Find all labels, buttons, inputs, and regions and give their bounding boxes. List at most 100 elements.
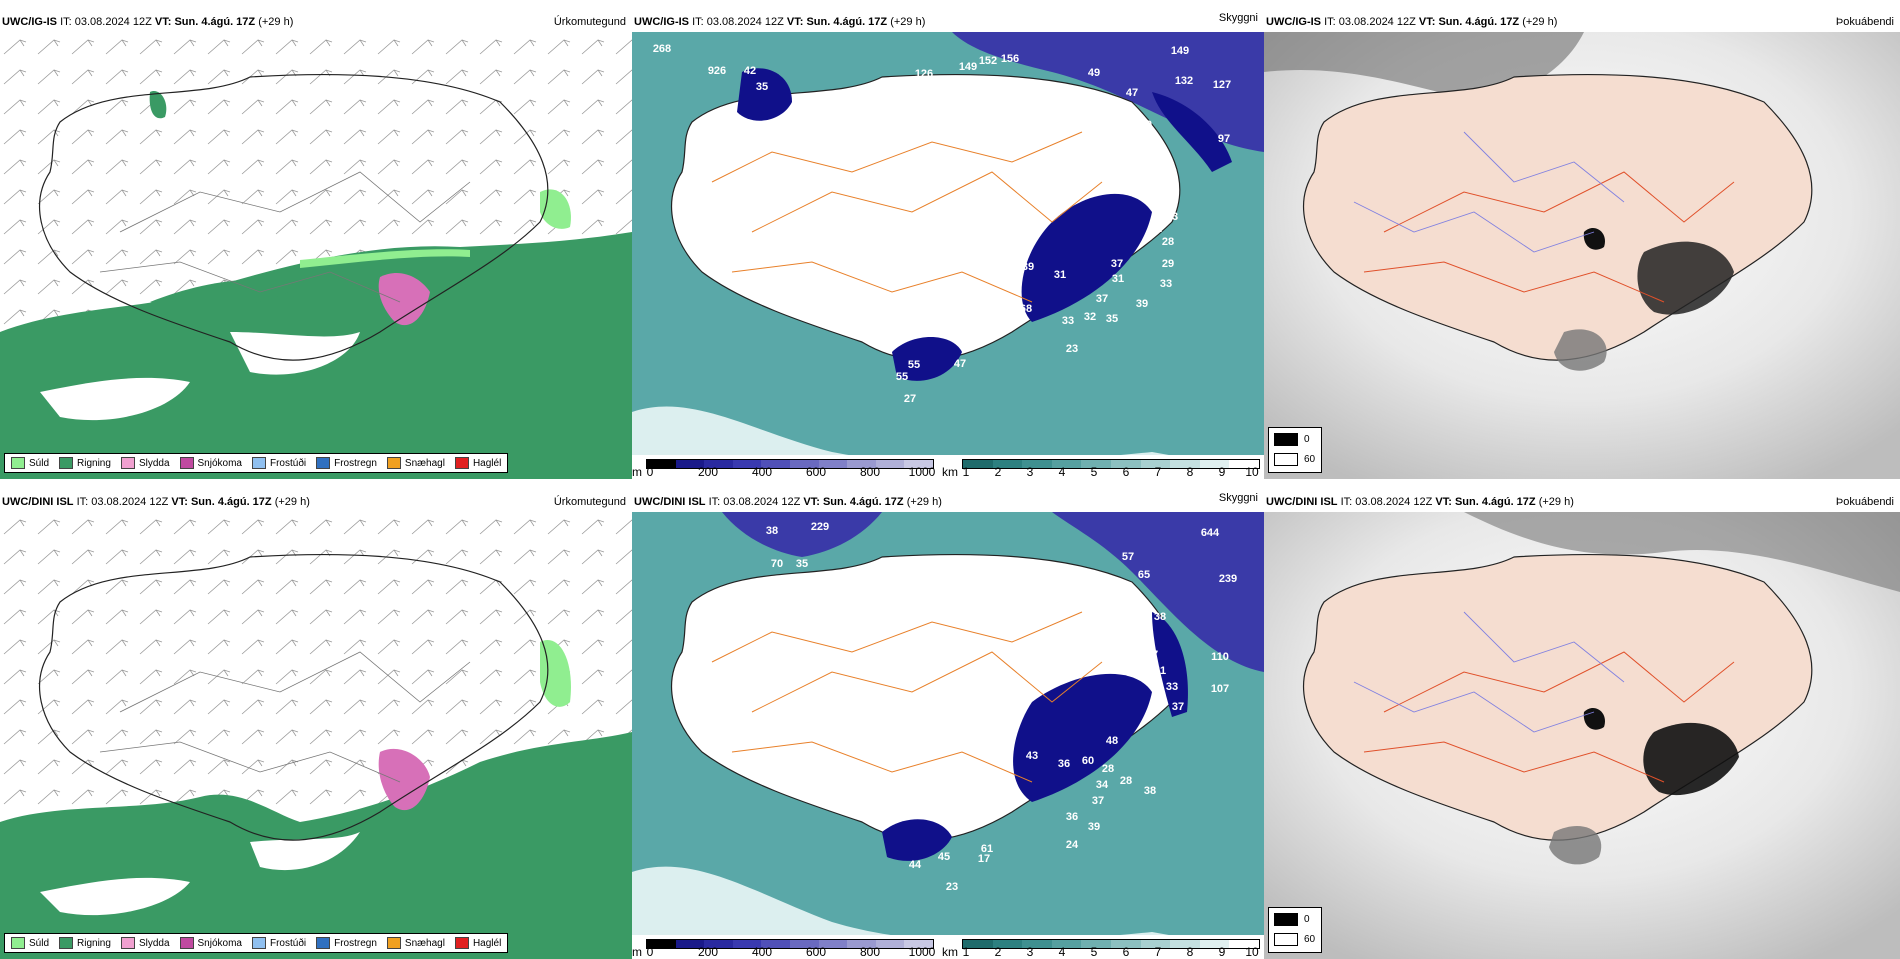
cloudbase-tick: 1000 xyxy=(908,945,936,959)
panel-title: Skyggni xyxy=(1218,492,1258,504)
visibility-value-label: 47 xyxy=(954,358,966,370)
legend-item-snaehagl: Snæhagl xyxy=(386,457,445,469)
visibility-value-label: 110 xyxy=(1211,651,1229,663)
colorbar-segment xyxy=(675,460,705,468)
legend-label: Snæhagl xyxy=(404,937,445,949)
cloudbase-tick: 600 xyxy=(805,465,827,479)
model-name: UWC/IG-IS xyxy=(634,16,689,28)
colorbar-segment xyxy=(1170,460,1200,468)
visibility-value-label: 48 xyxy=(1122,585,1134,597)
colorbar-segment xyxy=(732,940,762,948)
colorbar-segment xyxy=(992,940,1023,948)
colorbar-segment xyxy=(647,460,676,468)
cloudbase-tick: 0 xyxy=(646,465,654,479)
visibility-value-label: 57 xyxy=(1122,551,1134,563)
legend-item-slydda: Slydda xyxy=(120,937,170,949)
it-prefix: IT: xyxy=(1324,16,1336,28)
cloudbase-tick: 800 xyxy=(859,465,881,479)
visibility-value-label: 38 xyxy=(1154,611,1166,623)
colorbar-segment xyxy=(963,940,993,948)
legend-label: Súld xyxy=(29,457,50,469)
visibility-value-label: 23 xyxy=(1066,343,1078,355)
model-name: UWC/DINI ISL xyxy=(634,496,706,508)
it-prefix: IT: xyxy=(76,496,89,508)
vt-prefix: VT: xyxy=(154,16,172,28)
visibility-value-label: 39 xyxy=(1022,261,1034,273)
visibility-tick: 3 xyxy=(1026,945,1034,959)
visibility-value-label: 55 xyxy=(908,359,920,371)
visibility-map[interactable]: 38 229 70 35 44 644 57 65 48 239 38 110 107 27 31 33 37 4… xyxy=(632,512,1264,959)
fog-legend-row: 0 xyxy=(1274,433,1310,446)
visibility-value-label: 33 xyxy=(1166,681,1178,693)
cloudbase-tick: 200 xyxy=(697,465,719,479)
colorbar-segment xyxy=(1022,940,1052,948)
visibility-tick: 8 xyxy=(1186,465,1194,479)
fog-swatch xyxy=(1274,433,1298,446)
fog-legend-row: 60 xyxy=(1274,933,1315,946)
legend-item-snaehagl: Snæhagl xyxy=(386,937,445,949)
visibility-map[interactable]: 268 926 42 35 39 126 138 149 152 156 49 149 132 127 97… xyxy=(632,32,1264,479)
visibility-value-label: 127 xyxy=(1213,79,1231,91)
it-value: 03.08.2024 12Z xyxy=(74,16,152,28)
colorbar-segment xyxy=(732,460,762,468)
visibility-value-label: 61 xyxy=(981,843,993,855)
panel-title: Skyggni xyxy=(1218,12,1258,24)
visibility-value-label: 132 xyxy=(1175,75,1193,87)
visibility-value-label: 239 xyxy=(1219,573,1237,585)
cloudbase-tick: 200 xyxy=(697,945,719,959)
fog-map[interactable]: 0 60 xyxy=(1264,512,1900,959)
colorbar-segment xyxy=(992,460,1023,468)
visibility-value-label: 45 xyxy=(948,258,960,270)
lead-time: (+29 h) xyxy=(1522,16,1558,28)
visibility-value-label: 28 xyxy=(1162,236,1174,248)
it-value: 03.08.2024 12Z xyxy=(1338,16,1416,28)
legend-label: Haglél xyxy=(472,457,502,469)
precip-map-svg xyxy=(0,32,632,479)
legend-item-frostregn: Frostregn xyxy=(316,937,377,949)
visibility-panel-row2: UWC/DINI ISL IT: 03.08.2024 12Z VT: Sun.… xyxy=(632,492,1264,959)
legend-item-sudl: Súld xyxy=(11,937,49,949)
colorbar-segment xyxy=(1229,460,1259,468)
visibility-legend-bars: m 0 200 400 600 800 1000 km 1 2 3 4 5 6 … xyxy=(632,455,1264,479)
vt-value: Sun. 4.ágú. 17Z xyxy=(822,496,904,508)
colorbar-segment xyxy=(675,940,705,948)
panel-header: UWC/IG-IS IT: 03.08.2024 12Z VT: Sun. 4.… xyxy=(2,14,630,30)
visibility-value-label: 28 xyxy=(1120,775,1132,787)
colorbar-segment xyxy=(789,940,819,948)
it-prefix: IT: xyxy=(1340,496,1353,508)
visibility-value-label: 65 xyxy=(1138,569,1150,581)
vt-prefix: VT: xyxy=(803,496,820,508)
panel-header: UWC/DINI ISL IT: 03.08.2024 12Z VT: Sun.… xyxy=(1266,494,1898,510)
precip-map[interactable]: Súld Rigning Slydda Snjókoma Frostúði Fr… xyxy=(0,32,632,479)
panel-title: Úrkomutegund xyxy=(553,16,626,28)
legend-swatch xyxy=(11,937,25,949)
visibility-value-label: 34 xyxy=(1156,181,1169,193)
fog-panel-row1: UWC/IG-IS IT: 03.08.2024 12Z VT: Sun. 4.… xyxy=(1264,14,1900,479)
legend-label: Frostúði xyxy=(269,937,307,949)
panel-header: UWC/IG-IS IT: 03.08.2024 12Z VT: Sun. 4.… xyxy=(1266,14,1898,30)
cloudbase-colorbar xyxy=(646,939,934,949)
visibility-value-label: 35 xyxy=(756,81,768,93)
legend-item-snjokoma: Snjókoma xyxy=(179,937,242,949)
visibility-tick: 10 xyxy=(1245,465,1259,479)
visibility-value-label: 34 xyxy=(1096,779,1109,791)
visibility-tick: 4 xyxy=(1058,945,1066,959)
visibility-value-label: 31 xyxy=(1112,273,1124,285)
legend-swatch xyxy=(251,457,266,469)
it-value: 03.08.2024 12Z xyxy=(91,496,169,508)
panel-title: Þokuábendi xyxy=(1835,16,1894,28)
legend-swatch xyxy=(251,937,266,949)
vt-value: Sun. 4.ágú. 17Z xyxy=(174,16,256,28)
precip-map[interactable]: Súld Rigning Slydda Snjókoma Frostúði Fr… xyxy=(0,512,632,959)
visibility-value-label: 27 xyxy=(1146,649,1158,661)
visibility-value-label: 39 xyxy=(1136,298,1148,310)
colorbar-segment xyxy=(875,940,905,948)
visibility-tick: 5 xyxy=(1090,465,1098,479)
colorbar-segment xyxy=(647,940,676,948)
visibility-tick: 10 xyxy=(1245,945,1259,959)
visibility-value-label: 60 xyxy=(1140,119,1152,131)
panel-title: Úrkomutegund xyxy=(553,496,626,508)
fog-map[interactable]: 0 60 xyxy=(1264,32,1900,479)
visibility-value-label: 156 xyxy=(1001,53,1019,65)
